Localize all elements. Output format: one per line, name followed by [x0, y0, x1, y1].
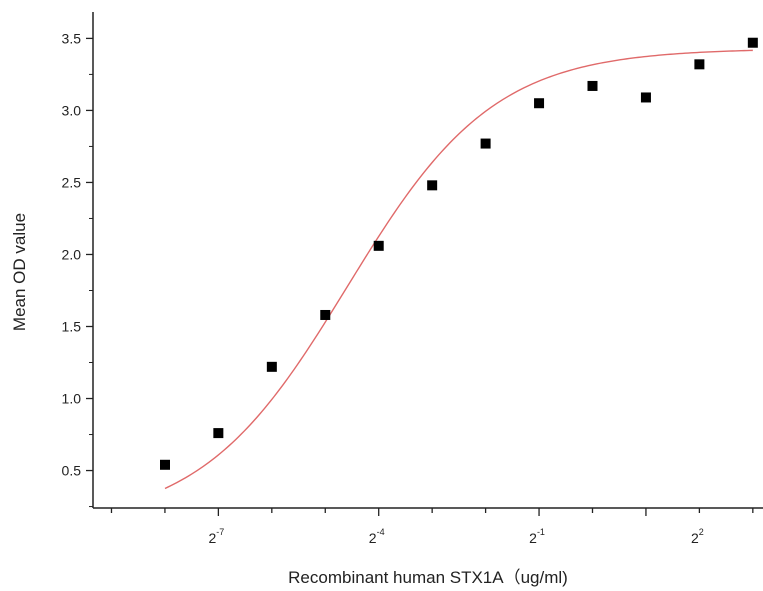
y-axis-ticks: 0.5 1.0 1.5 2.0 2.5 3.0 3.5 — [62, 30, 93, 508]
x-tick-label: 22 — [691, 527, 704, 546]
y-tick-label: 3.5 — [62, 30, 82, 46]
data-point — [266, 361, 277, 372]
x-axis-ticks: 2-7 2-4 2-1 22 — [110, 508, 754, 546]
data-point — [534, 98, 545, 109]
y-tick-label: 1.5 — [62, 319, 82, 335]
data-point — [694, 59, 705, 70]
data-point — [160, 459, 170, 470]
data-point — [747, 37, 758, 48]
data-point — [640, 92, 651, 103]
data-point — [213, 428, 224, 439]
axes — [92, 12, 763, 509]
y-tick-label: 1.0 — [62, 391, 82, 407]
fit-curve — [164, 49, 753, 490]
x-axis-title: Recombinant human STX1A（ug/ml) — [288, 568, 568, 587]
data-point — [427, 180, 438, 191]
data-point — [480, 138, 491, 149]
data-point — [587, 80, 598, 91]
x-tick-label: 2-4 — [369, 527, 385, 546]
y-tick-label: 0.5 — [62, 463, 82, 479]
y-axis-title: Mean OD value — [10, 213, 29, 331]
data-point — [373, 240, 384, 251]
y-tick-label: 2.0 — [62, 246, 82, 262]
plot-area — [160, 37, 758, 490]
data-point — [320, 309, 331, 320]
y-tick-label: 2.5 — [62, 174, 82, 190]
x-tick-label: 2-7 — [208, 527, 224, 546]
x-tick-label: 2-1 — [529, 527, 545, 546]
y-tick-label: 3.0 — [62, 102, 82, 118]
